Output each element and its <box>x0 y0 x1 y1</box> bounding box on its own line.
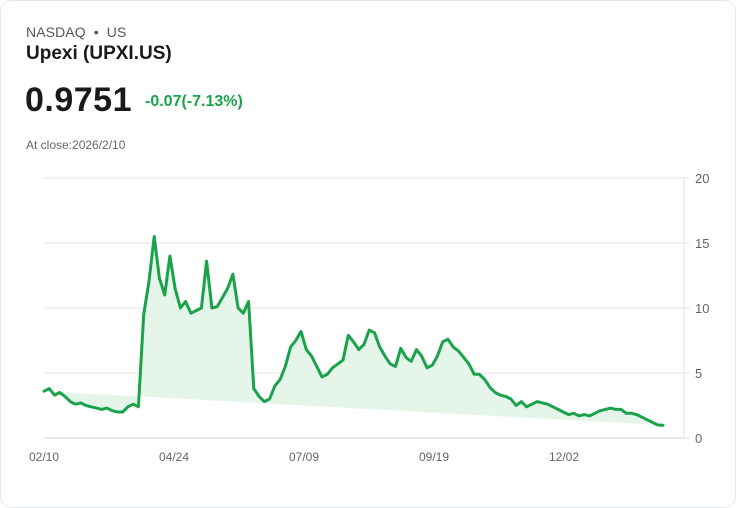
x-tick-label: 12/02 <box>549 450 579 464</box>
price-change: -0.07(-7.13%) <box>145 93 243 110</box>
y-axis-labels: 0 5 10 15 20 <box>695 171 709 446</box>
y-tick-label: 5 <box>695 366 702 381</box>
current-price: 0.9751 <box>25 81 132 119</box>
x-tick-label: 07/09 <box>289 450 319 464</box>
price-line <box>42 235 665 427</box>
x-axis-labels: 02/10 04/24 07/09 09/19 12/02 <box>29 450 579 464</box>
separator-dot: • <box>93 24 99 40</box>
x-tick-label: 09/19 <box>419 450 449 464</box>
price-chart[interactable]: 02/10 04/24 07/09 09/19 12/02 0 5 10 15 20 <box>1 161 736 471</box>
y-tick-label: 10 <box>695 301 709 316</box>
stock-title: Upexi (UPXI.US) <box>26 43 172 64</box>
close-timestamp: At close:2026/2/10 <box>26 138 126 152</box>
y-tick-label: 0 <box>695 431 702 446</box>
exchange-name: NASDAQ <box>26 24 86 40</box>
y-tick-label: 15 <box>695 236 709 251</box>
exchange-info: NASDAQ • US <box>26 24 126 40</box>
price-area <box>44 236 663 426</box>
x-tick-label: 02/10 <box>29 450 59 464</box>
y-tick-label: 20 <box>695 171 709 186</box>
x-tick-label: 04/24 <box>159 450 189 464</box>
region: US <box>106 24 127 40</box>
